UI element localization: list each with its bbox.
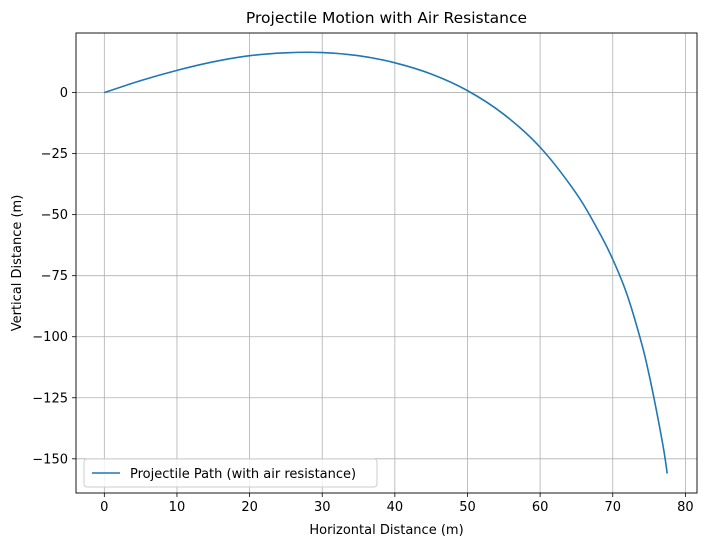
y-tick-label: −125 [32,391,68,406]
x-tick-label: 80 [677,500,694,515]
legend: Projectile Path (with air resistance) [83,458,378,488]
legend-box [83,458,378,488]
x-tick-label: 70 [604,500,621,515]
x-tick-label: 0 [100,500,108,515]
series-line-projectile-path [104,51,669,474]
y-tick-label: −50 [41,208,68,223]
x-axis-label: Horizontal Distance (m) [309,523,463,538]
x-tick-label: 10 [169,500,186,515]
y-axis-label: Vertical Distance (m) [10,195,25,332]
ticks: 0 10 20 30 40 50 60 70 80 0 −25 −50 −75 −100 −125 −150 [32,86,693,515]
y-tick-label: 0 [60,86,68,101]
x-tick-label: 60 [532,500,549,515]
x-tick-label: 30 [314,500,331,515]
plot-frame [75,32,698,494]
grid [76,33,697,493]
y-tick-label: −25 [41,147,68,162]
x-tick-label: 20 [241,500,258,515]
x-tick-label: 50 [459,500,476,515]
x-tick-label: 40 [387,500,404,515]
chart-title: Projectile Motion with Air Resistance [246,9,527,27]
y-tick-label: −75 [41,269,68,284]
y-tick-label: −150 [32,452,68,467]
y-tick-label: −100 [32,330,68,345]
series-lines [104,51,669,474]
legend-label: Projectile Path (with air resistance) [130,467,356,482]
